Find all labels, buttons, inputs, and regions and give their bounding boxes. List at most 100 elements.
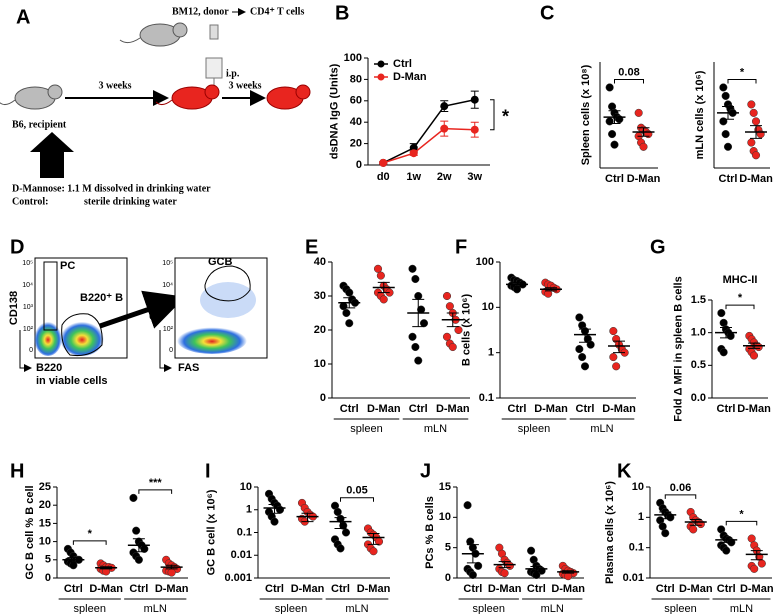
big-arrow	[30, 132, 74, 178]
point	[575, 345, 584, 354]
y-tick-label: 10	[240, 481, 252, 493]
point	[608, 130, 617, 139]
point	[578, 353, 587, 362]
y-tick-label: 0	[356, 159, 362, 171]
x-tick-label: Ctrl	[340, 403, 359, 415]
group-label: spleen	[473, 603, 505, 614]
point	[721, 130, 730, 139]
point	[134, 555, 143, 564]
y-tick-label: 10	[439, 511, 451, 523]
point	[414, 291, 423, 301]
gate-label: GCB	[208, 256, 233, 268]
point	[445, 302, 454, 311]
point	[419, 319, 429, 328]
gate	[61, 313, 103, 356]
y-tick-label: 5	[45, 554, 51, 566]
error-bar	[446, 312, 459, 328]
point	[532, 570, 541, 580]
group-label: spleen	[74, 603, 106, 614]
gate-label: PC	[60, 260, 75, 272]
point	[750, 564, 759, 573]
point	[474, 561, 483, 570]
y-tick-label: 0.5	[691, 359, 706, 371]
group-label: spleen	[275, 603, 307, 614]
panel-label: D	[10, 236, 24, 258]
control-label: Control:	[12, 196, 48, 207]
y-tick-label: 10	[39, 536, 51, 548]
x-tick-label: D-Man	[155, 583, 189, 595]
x-tick-label: D-Man	[357, 583, 391, 595]
point	[341, 528, 351, 537]
point	[609, 326, 618, 336]
significance-label: *	[502, 106, 509, 126]
point	[723, 142, 733, 151]
error-bar	[750, 550, 763, 561]
x-tick-label: Ctrl	[64, 583, 83, 595]
axis-arrow	[19, 330, 32, 372]
point	[336, 544, 345, 553]
flow-tick: 10³	[23, 304, 34, 311]
y-tick-label: 60	[350, 95, 362, 107]
point	[345, 319, 354, 328]
error-bar	[720, 537, 733, 543]
group-label: mLN	[424, 423, 447, 435]
point	[605, 83, 614, 92]
error-bar	[545, 287, 557, 292]
treatment-text: D-Mannose: 1.1 M dissolved in drinking w…	[12, 183, 211, 194]
error-bar	[377, 281, 390, 294]
point	[408, 264, 417, 273]
significance-label: 0.06	[670, 482, 691, 494]
y-tick-label: 10	[632, 481, 644, 493]
recipient-label: B6, recipient	[12, 119, 67, 130]
point	[132, 526, 141, 535]
y-tick-label: 0.0	[691, 392, 706, 404]
significance-label: *	[740, 66, 745, 78]
x-tick-label: D-Man	[488, 583, 522, 595]
x-tick-label: Ctrl	[656, 583, 675, 595]
y-axis-label: Spleen cells (x 10⁸)	[580, 64, 592, 165]
treated-mouse	[155, 84, 220, 110]
significance-label: *	[739, 508, 744, 520]
flow-tick: 10³	[163, 304, 174, 311]
x-tick-label: Ctrl	[463, 583, 482, 595]
point	[448, 342, 457, 352]
point	[379, 295, 388, 304]
point	[411, 274, 420, 284]
point	[609, 353, 618, 362]
group-label: mLN	[144, 603, 167, 614]
significance-bracket	[138, 489, 173, 494]
error-bar	[748, 342, 760, 349]
y-tick-label: 0.1	[237, 526, 252, 538]
x-tick-label: Ctrl	[129, 583, 148, 595]
flow-plots: PC B220⁺ B 10⁵ 10⁴ 10³ 10² 0 CD138 B220 …	[8, 256, 268, 387]
point	[749, 351, 759, 360]
y-tick-label: 0.1	[479, 392, 494, 404]
y-tick-label: 15	[39, 517, 51, 529]
x-tick-label: Ctrl	[527, 583, 546, 595]
significance-bracket	[725, 520, 758, 526]
y-tick-label: 10	[314, 358, 326, 370]
x-tick-label: D-Man	[291, 583, 325, 595]
error-bar	[334, 517, 347, 529]
x-tick-label: D-Man	[679, 583, 713, 595]
point	[442, 332, 452, 341]
series-line	[382, 98, 475, 164]
step-label: 3 weeks	[228, 80, 261, 91]
group-label: spleen	[350, 423, 382, 435]
x-tick-label: Ctrl	[717, 583, 736, 595]
x-tick-label: Ctrl	[331, 583, 350, 595]
y-tick-label: 0.01	[623, 572, 644, 584]
significance-label: 0.05	[346, 485, 367, 497]
error-bar	[343, 297, 356, 309]
point	[719, 348, 728, 357]
point	[721, 91, 730, 100]
panel-label: H	[10, 460, 24, 482]
x-tick-label: D-Man	[602, 403, 636, 415]
x-tick-label: D-Man	[737, 403, 771, 415]
y-axis-label: dsDNA IgG (Units)	[328, 63, 340, 159]
error-bar	[608, 110, 621, 124]
y-tick-label: 0	[320, 392, 326, 404]
route-label: i.p.	[226, 68, 240, 79]
significance-bracket	[664, 494, 697, 499]
